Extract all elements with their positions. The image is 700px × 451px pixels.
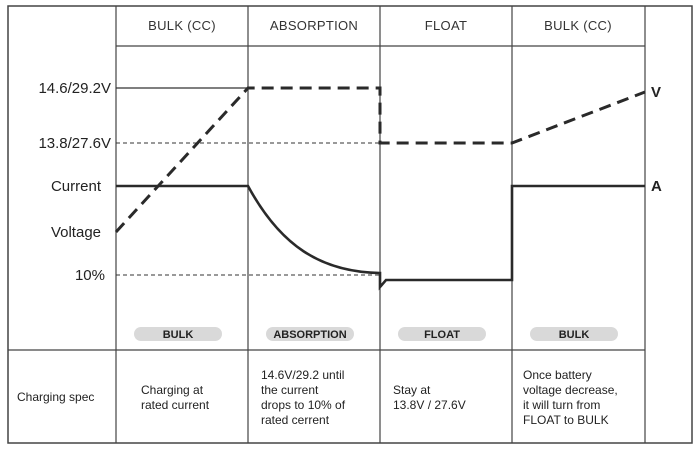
phase-pill-float: FLOAT (398, 327, 486, 341)
phase-pill-absorption: ABSORPTION (266, 327, 354, 341)
svg-text:Once battery: Once battery (523, 368, 592, 382)
end-label-current: A (651, 178, 662, 195)
svg-text:13.8V / 27.6V: 13.8V / 27.6V (393, 398, 466, 412)
svg-text:BULK: BULK (559, 329, 590, 341)
phase-header-absorption: ABSORPTION (270, 18, 358, 33)
phase-pill-bulk: BULK (134, 327, 222, 341)
level-label-ten-percent: 10% (75, 267, 105, 284)
phase-header-float: FLOAT (425, 18, 467, 33)
spec-cell-bulk: Charging at rated current (141, 383, 210, 412)
svg-text:it will turn from: it will turn from (523, 398, 600, 412)
svg-text:14.6V/29.2 until: 14.6V/29.2 until (261, 368, 344, 382)
voltage-curve (114, 86, 646, 234)
svg-text:Charging at: Charging at (141, 383, 204, 397)
spec-row-label: Charging spec (17, 390, 94, 404)
spec-cell-bulk-2: Once battery voltage decrease, it will t… (523, 368, 618, 427)
level-label-float-voltage: 13.8/27.6V (38, 135, 111, 152)
svg-text:FLOAT to BULK: FLOAT to BULK (523, 413, 609, 427)
svg-text:drops to 10% of: drops to 10% of (261, 398, 346, 412)
svg-text:rated cerrent: rated cerrent (261, 413, 330, 427)
svg-text:Stay at: Stay at (393, 383, 431, 397)
level-label-high-voltage: 14.6/29.2V (38, 80, 111, 97)
svg-text:ABSORPTION: ABSORPTION (273, 329, 346, 341)
outer-frame (7, 5, 693, 444)
phase-header-bulk: BULK (CC) (148, 18, 216, 33)
end-label-voltage: V (651, 84, 661, 101)
spec-cell-absorption: 14.6V/29.2 until the current drops to 10… (261, 368, 346, 427)
grid-lines (8, 6, 646, 443)
phase-pill-bulk-2: BULK (530, 327, 618, 341)
phase-header-bulk-2: BULK (CC) (544, 18, 612, 33)
svg-text:rated current: rated current (141, 398, 210, 412)
level-label-voltage: Voltage (51, 224, 101, 241)
svg-text:FLOAT: FLOAT (424, 329, 460, 341)
level-label-current: Current (51, 178, 102, 195)
svg-text:BULK: BULK (163, 329, 194, 341)
spec-cell-float: Stay at 13.8V / 27.6V (393, 383, 466, 412)
svg-text:voltage decrease,: voltage decrease, (523, 383, 618, 397)
svg-text:the current: the current (261, 383, 319, 397)
current-curve (116, 184, 645, 291)
